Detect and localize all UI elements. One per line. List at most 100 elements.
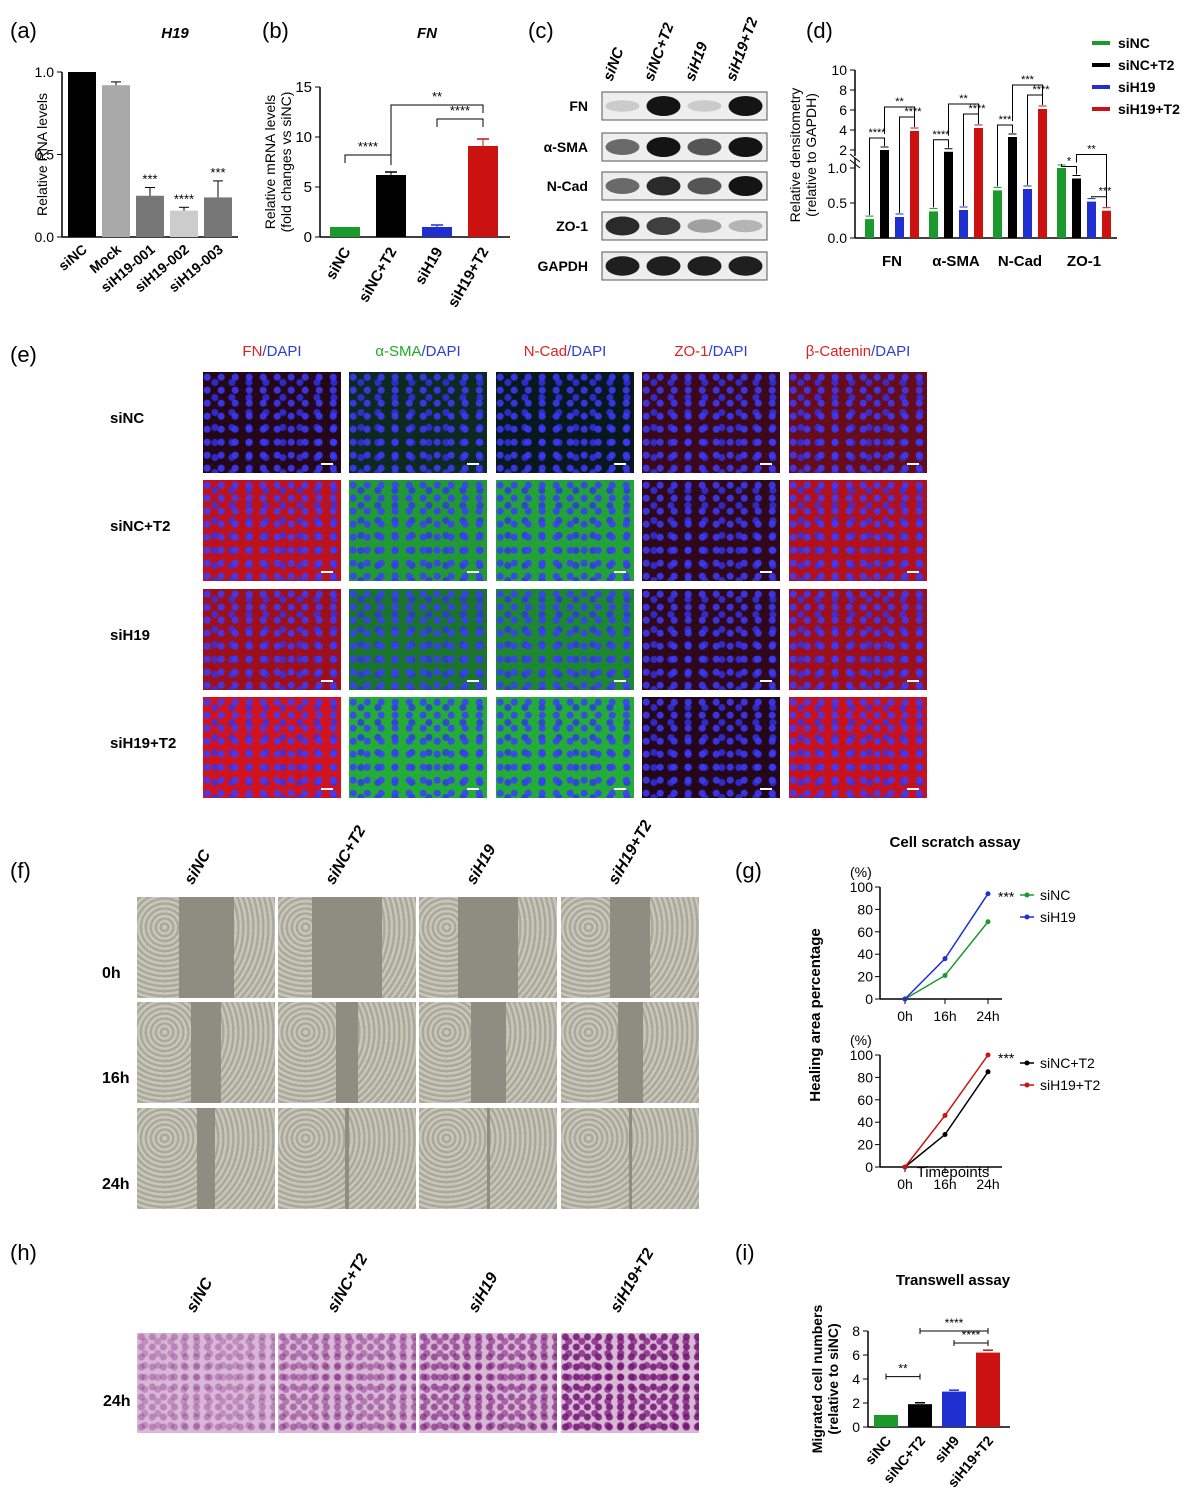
- chart-g-xtick-label: 24h: [976, 1008, 999, 1024]
- scratch-gap: [197, 1108, 215, 1209]
- chart-i-ytick-label: 6: [852, 1347, 860, 1363]
- panel-letter-b: (b): [262, 18, 289, 43]
- scratch-micrograph: [419, 1002, 557, 1103]
- chart-d-bracket: [997, 124, 1013, 187]
- chart-d-bracket-label: **: [959, 93, 968, 105]
- if-column-label: β-Catenin/DAPI: [779, 343, 937, 360]
- chart-d-bracket-label: ****: [932, 129, 950, 141]
- chart-i-bar: [908, 1404, 932, 1427]
- chart-i: Transwell assay 0 2 4 6 8 Migrated cell number…: [809, 1272, 1011, 1490]
- if-micrograph: [349, 480, 487, 581]
- chart-g-ytick-label: 100: [850, 879, 874, 895]
- chart-b-ylabel: Relative mRNA levels: [262, 95, 278, 230]
- chart-d-xtick-label: ZO-1: [1067, 253, 1101, 270]
- chart-d-axis-break: [849, 153, 861, 163]
- chart-b-bar: [422, 227, 452, 237]
- chart-d-bar: [993, 190, 1002, 238]
- chart-g-line: [904, 1071, 989, 1168]
- scale-bar: [321, 680, 333, 682]
- transwell-column-label: siH19: [465, 1270, 502, 1316]
- panel-letter-d: (d): [806, 18, 833, 43]
- chart-d-bar: [895, 217, 904, 238]
- chart-g-legend-marker: [1024, 1060, 1030, 1066]
- chart-g-line: [904, 893, 989, 1000]
- chart-d-bracket-label: ****: [968, 103, 986, 115]
- chart-g-unit: (%): [850, 864, 872, 880]
- chart-d-legend-label: siNC+T2: [1118, 57, 1175, 73]
- scale-bar: [614, 680, 626, 682]
- chart-b-xtick-label: siH19: [412, 245, 447, 288]
- chart-d-bracket: [1061, 164, 1077, 175]
- chart-g-unit: (%): [850, 1032, 872, 1048]
- if-micrograph: [642, 480, 780, 581]
- chart-b-title: FN: [417, 25, 438, 42]
- chart-g-legend-label: siH19+T2: [1040, 1077, 1101, 1093]
- chart-a-bar: [68, 72, 96, 237]
- chart-b-bracket-label: ****: [358, 139, 378, 154]
- blot-row-label: α-SMA: [544, 139, 588, 155]
- chart-b-xtick-label: siH19+T2: [445, 245, 493, 311]
- chart-g-ytick-label: 80: [857, 901, 873, 917]
- chart-a-bar: [204, 197, 232, 237]
- chart-d-ylabel: (relative to GAPDH): [803, 93, 819, 217]
- blot-band: [687, 100, 722, 112]
- scratch-micrograph: [137, 1002, 275, 1103]
- chart-g-point: [985, 1069, 991, 1075]
- chart-d-bar: [1072, 178, 1081, 238]
- chart-d-bracket-label: **: [1087, 144, 1096, 156]
- chart-a-ytick-label: 0.5: [35, 147, 55, 163]
- chart-i-ytick-label: 2: [852, 1395, 860, 1411]
- chart-d-ytick-label: 2: [839, 142, 847, 158]
- chart-i-ytick-label: 0: [852, 1419, 860, 1435]
- if-marker-label: N-Cad: [523, 343, 568, 360]
- scratch-micrograph: [561, 1002, 699, 1103]
- panel-letter-g: (g): [735, 858, 762, 883]
- panel-letter-i: (i): [735, 1240, 755, 1265]
- scale-bar: [321, 788, 333, 790]
- chart-b-bracket: [390, 104, 484, 165]
- chart-i-xtick-label: siNC: [862, 1433, 895, 1468]
- chart-b: FN 0 5 10 15 Relative mRNA levels (fold change…: [262, 25, 510, 311]
- chart-g-point: [942, 956, 948, 962]
- chart-d-axis-break: [849, 159, 861, 169]
- chart-d-bracket-label: *: [1067, 156, 1072, 168]
- scratch-row-label: 24h: [102, 1176, 130, 1193]
- chart-b-ytick-label: 5: [304, 179, 312, 196]
- scale-bar: [760, 680, 772, 682]
- blot-band: [728, 137, 763, 157]
- panel-letter-a: (a): [10, 18, 37, 43]
- chart-d-legend-label: siNC: [1118, 35, 1150, 51]
- chart-d-bar: [1087, 201, 1096, 238]
- scale-bar: [614, 788, 626, 790]
- if-row-label: siH19+T2: [110, 735, 177, 752]
- chart-d-bracket: [963, 113, 979, 206]
- chart-a-ytick-label: 1.0: [35, 64, 55, 80]
- scale-bar: [467, 788, 479, 790]
- blot-band: [605, 178, 640, 194]
- chart-a-bar: [102, 85, 130, 237]
- chart-d-bar: [1038, 109, 1047, 238]
- chart-i-xtick-label: siH9: [931, 1432, 962, 1465]
- scratch-gap: [610, 897, 650, 998]
- chart-d-ytick-label: 0.5: [828, 195, 848, 211]
- transwell-column-label: siNC: [183, 1275, 217, 1316]
- chart-a-xtick-label: siNC: [55, 241, 90, 274]
- scale-bar: [467, 463, 479, 465]
- if-dapi-label: /DAPI: [567, 343, 607, 360]
- panel-letter-c: (c): [528, 18, 554, 43]
- chart-b-bar: [376, 175, 406, 237]
- chart-d-bracket-label: ****: [904, 106, 922, 118]
- chart-i-bar: [942, 1391, 966, 1427]
- chart-b-ytick-label: 0: [304, 229, 312, 246]
- chart-g-legend-label: siH19: [1040, 909, 1076, 925]
- panel-letter-e: (e): [10, 342, 37, 367]
- scratch-micrograph: [561, 1108, 699, 1209]
- chart-i-ylabel: (relative to siNC): [825, 1323, 841, 1434]
- chart-g-point: [985, 891, 991, 897]
- chart-i-ytick-label: 8: [852, 1323, 860, 1339]
- transwell-micrograph: [561, 1333, 699, 1433]
- scratch-gap: [458, 897, 518, 998]
- chart-g-xtick-label: 16h: [933, 1008, 956, 1024]
- blot-column-label: siH19+T2: [723, 15, 762, 84]
- chart-g-legend-marker: [1024, 892, 1030, 898]
